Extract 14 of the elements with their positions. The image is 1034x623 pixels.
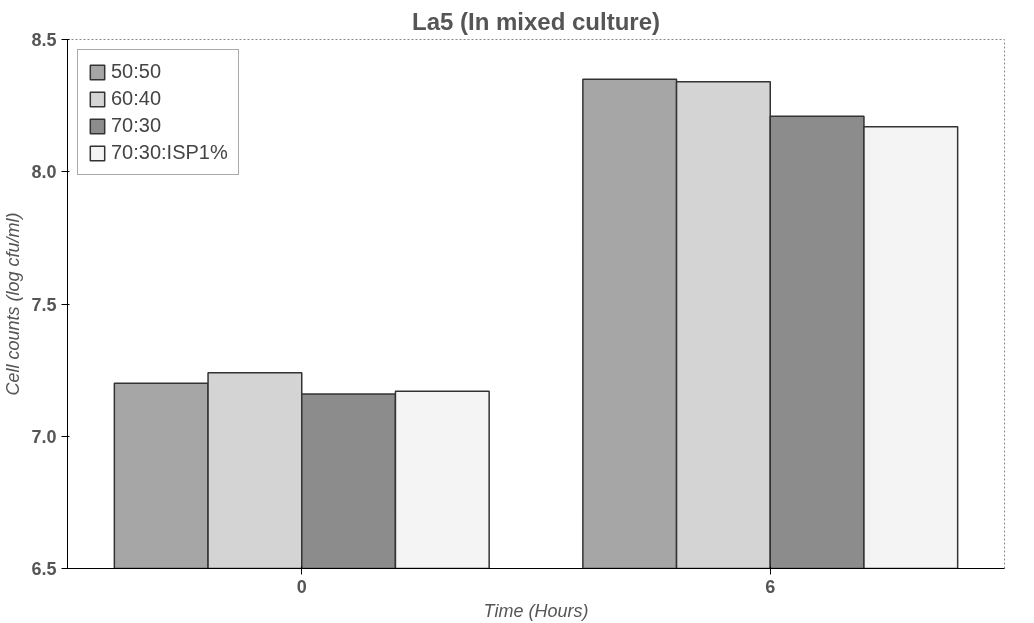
y-axis-title: Cell counts (log cfu/ml) bbox=[3, 212, 24, 396]
x-tick-label: 6 bbox=[765, 576, 776, 597]
y-tick-label: 7.5 bbox=[31, 294, 57, 315]
legend-label: 70:30 bbox=[111, 114, 162, 137]
x-tick-label: 0 bbox=[296, 576, 307, 597]
legend-label: 50:50 bbox=[111, 60, 162, 83]
y-tick-label: 8.5 bbox=[31, 30, 57, 50]
y-tick-label: 7.0 bbox=[31, 426, 57, 447]
legend-label: 60:40 bbox=[111, 87, 162, 110]
y-tick-label: 8.0 bbox=[31, 162, 57, 183]
chart-title: La5 (In mixed culture) bbox=[411, 7, 661, 35]
y-tick-label: 6.5 bbox=[31, 559, 57, 579]
legend-label: 70:30:ISP1% bbox=[111, 141, 228, 164]
x-axis-title: Time (Hours) bbox=[483, 600, 589, 621]
